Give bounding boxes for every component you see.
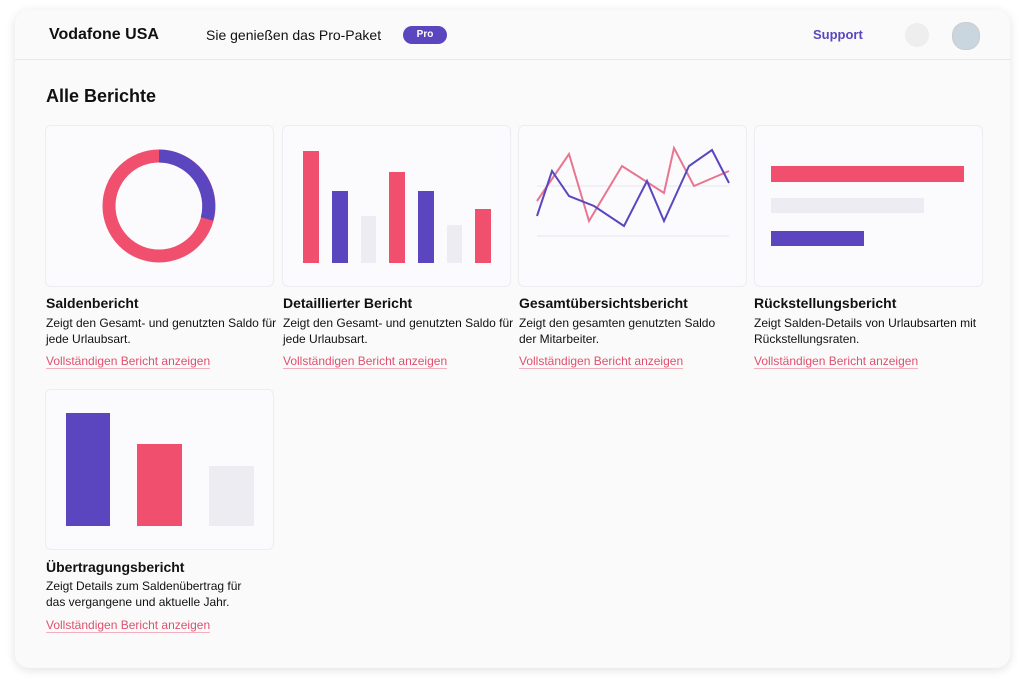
- thumbnail[interactable]: [518, 125, 747, 287]
- report-description: Zeigt den Gesamt- und genutzten Saldo fü…: [46, 316, 277, 346]
- avatar[interactable]: [952, 22, 980, 50]
- section-title: Alle Berichte: [46, 86, 157, 106]
- report-title: Detaillierter Bericht: [283, 295, 413, 311]
- report-title: Saldenbericht: [46, 295, 139, 311]
- thumbnail[interactable]: [45, 389, 274, 550]
- notifications[interactable]: [905, 23, 929, 47]
- report-title: Gesamtübersichtsbericht: [519, 295, 688, 311]
- thumbnail[interactable]: [754, 125, 983, 287]
- thumbnail[interactable]: [282, 125, 511, 287]
- report-description: Zeigt den gesamten genutzten Saldo der M…: [519, 316, 716, 346]
- brand: Vodafone USA: [49, 26, 159, 43]
- report-link[interactable]: Vollständigen Bericht anzeigen: [519, 354, 684, 369]
- header: Vodafone USA Sie genießen das Pro-Paket …: [15, 10, 1010, 60]
- report-link[interactable]: Vollständigen Bericht anzeigen: [46, 354, 211, 369]
- report-link[interactable]: Vollständigen Bericht anzeigen: [46, 618, 211, 633]
- report-description: Zeigt Details zum Saldenübertrag für das…: [46, 579, 242, 609]
- plan-text: Sie genießen das Pro-Paket: [206, 27, 382, 43]
- thumbnail[interactable]: [45, 125, 274, 287]
- support-link[interactable]: Support: [813, 27, 863, 42]
- pro-badge: Pro: [403, 26, 447, 44]
- report-title: Rückstellungsbericht: [754, 295, 897, 311]
- report-title: Übertragungsbericht: [46, 559, 185, 575]
- panel: Vodafone USA Sie genießen das Pro-Paket …: [15, 10, 1010, 668]
- report-description: Zeigt Salden-Details von Urlaubsarten mi…: [754, 316, 977, 346]
- report-link[interactable]: Vollständigen Bericht anzeigen: [283, 354, 448, 369]
- report-description: Zeigt den Gesamt- und genutzten Saldo fü…: [283, 316, 514, 346]
- report-link[interactable]: Vollständigen Bericht anzeigen: [754, 354, 919, 369]
